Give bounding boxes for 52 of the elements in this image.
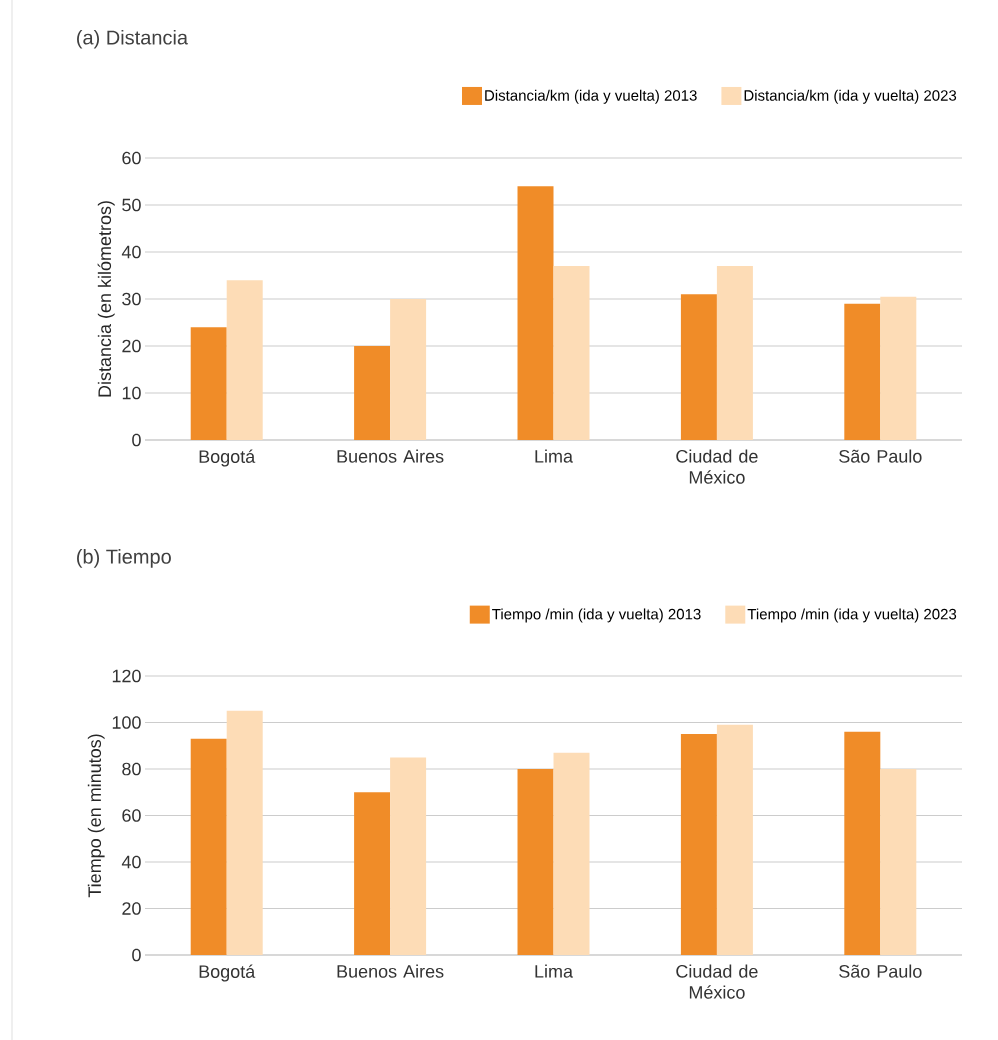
x-tick-label: Ciudad de México — [676, 964, 758, 999]
bar — [517, 186, 554, 440]
bar — [844, 731, 881, 955]
y-tick-label: 0 — [132, 433, 141, 447]
x-tick-label: Ciudad de México — [676, 449, 758, 484]
chart-title: (b) Tiempo — [77, 549, 171, 568]
x-tick-label: Bogotá — [199, 964, 256, 982]
bar — [354, 345, 391, 440]
y-tick-label: 120 — [112, 669, 141, 683]
bar — [553, 752, 590, 955]
chart-title: (a) Distancia — [77, 29, 189, 49]
y-tick-label: 40 — [121, 855, 141, 869]
y-tick-label: 20 — [122, 902, 141, 915]
bar — [354, 792, 391, 955]
bar — [190, 327, 227, 440]
x-tick-label: São Paulo — [839, 964, 922, 978]
bar — [680, 294, 717, 440]
y-tick-label: 50 — [122, 198, 141, 212]
x-tick-label: Lima — [535, 449, 574, 463]
bar — [880, 769, 917, 955]
x-tick-label: São Paulo — [839, 449, 922, 463]
x-tick-label: Buenos Aires — [337, 449, 444, 463]
legend-label: Distancia/km (ida y vuelta) 2023 — [744, 89, 957, 104]
y-tick-label: 0 — [132, 948, 141, 962]
bar — [226, 280, 263, 440]
x-tick-label: Buenos Aires — [337, 964, 444, 978]
bar — [226, 710, 263, 955]
bar — [390, 298, 427, 440]
y-tick-label: 100 — [112, 716, 141, 729]
y-tick-label: 30 — [122, 292, 141, 306]
bar — [517, 769, 554, 955]
y-axis-title: Tiempo (en minutos) — [87, 734, 105, 898]
bar — [390, 757, 427, 955]
y-tick-label: 80 — [122, 762, 141, 776]
y-tick-label: 60 — [122, 151, 141, 165]
x-tick-label: Lima — [535, 964, 574, 978]
legend-label: Distancia/km (ida y vuelta) 2013 — [485, 89, 697, 104]
bar — [680, 734, 717, 955]
bar — [880, 296, 917, 440]
bar — [716, 724, 753, 955]
x-tick-label: Bogotá — [199, 449, 256, 467]
bar — [716, 266, 753, 440]
y-tick-label: 10 — [122, 386, 141, 400]
y-tick-label: 20 — [122, 339, 141, 353]
bar — [553, 266, 590, 440]
bar — [190, 738, 227, 955]
bar — [844, 303, 881, 440]
legend-label: Tiempo /min (ida y vuelta) 2013 — [492, 608, 701, 623]
y-tick-label: 40 — [121, 245, 141, 259]
y-axis-title: Distancia (en kilómetros) — [97, 201, 115, 397]
legend-label: Tiempo /min (ida y vuelta) 2023 — [747, 608, 957, 623]
y-tick-label: 60 — [122, 809, 141, 822]
